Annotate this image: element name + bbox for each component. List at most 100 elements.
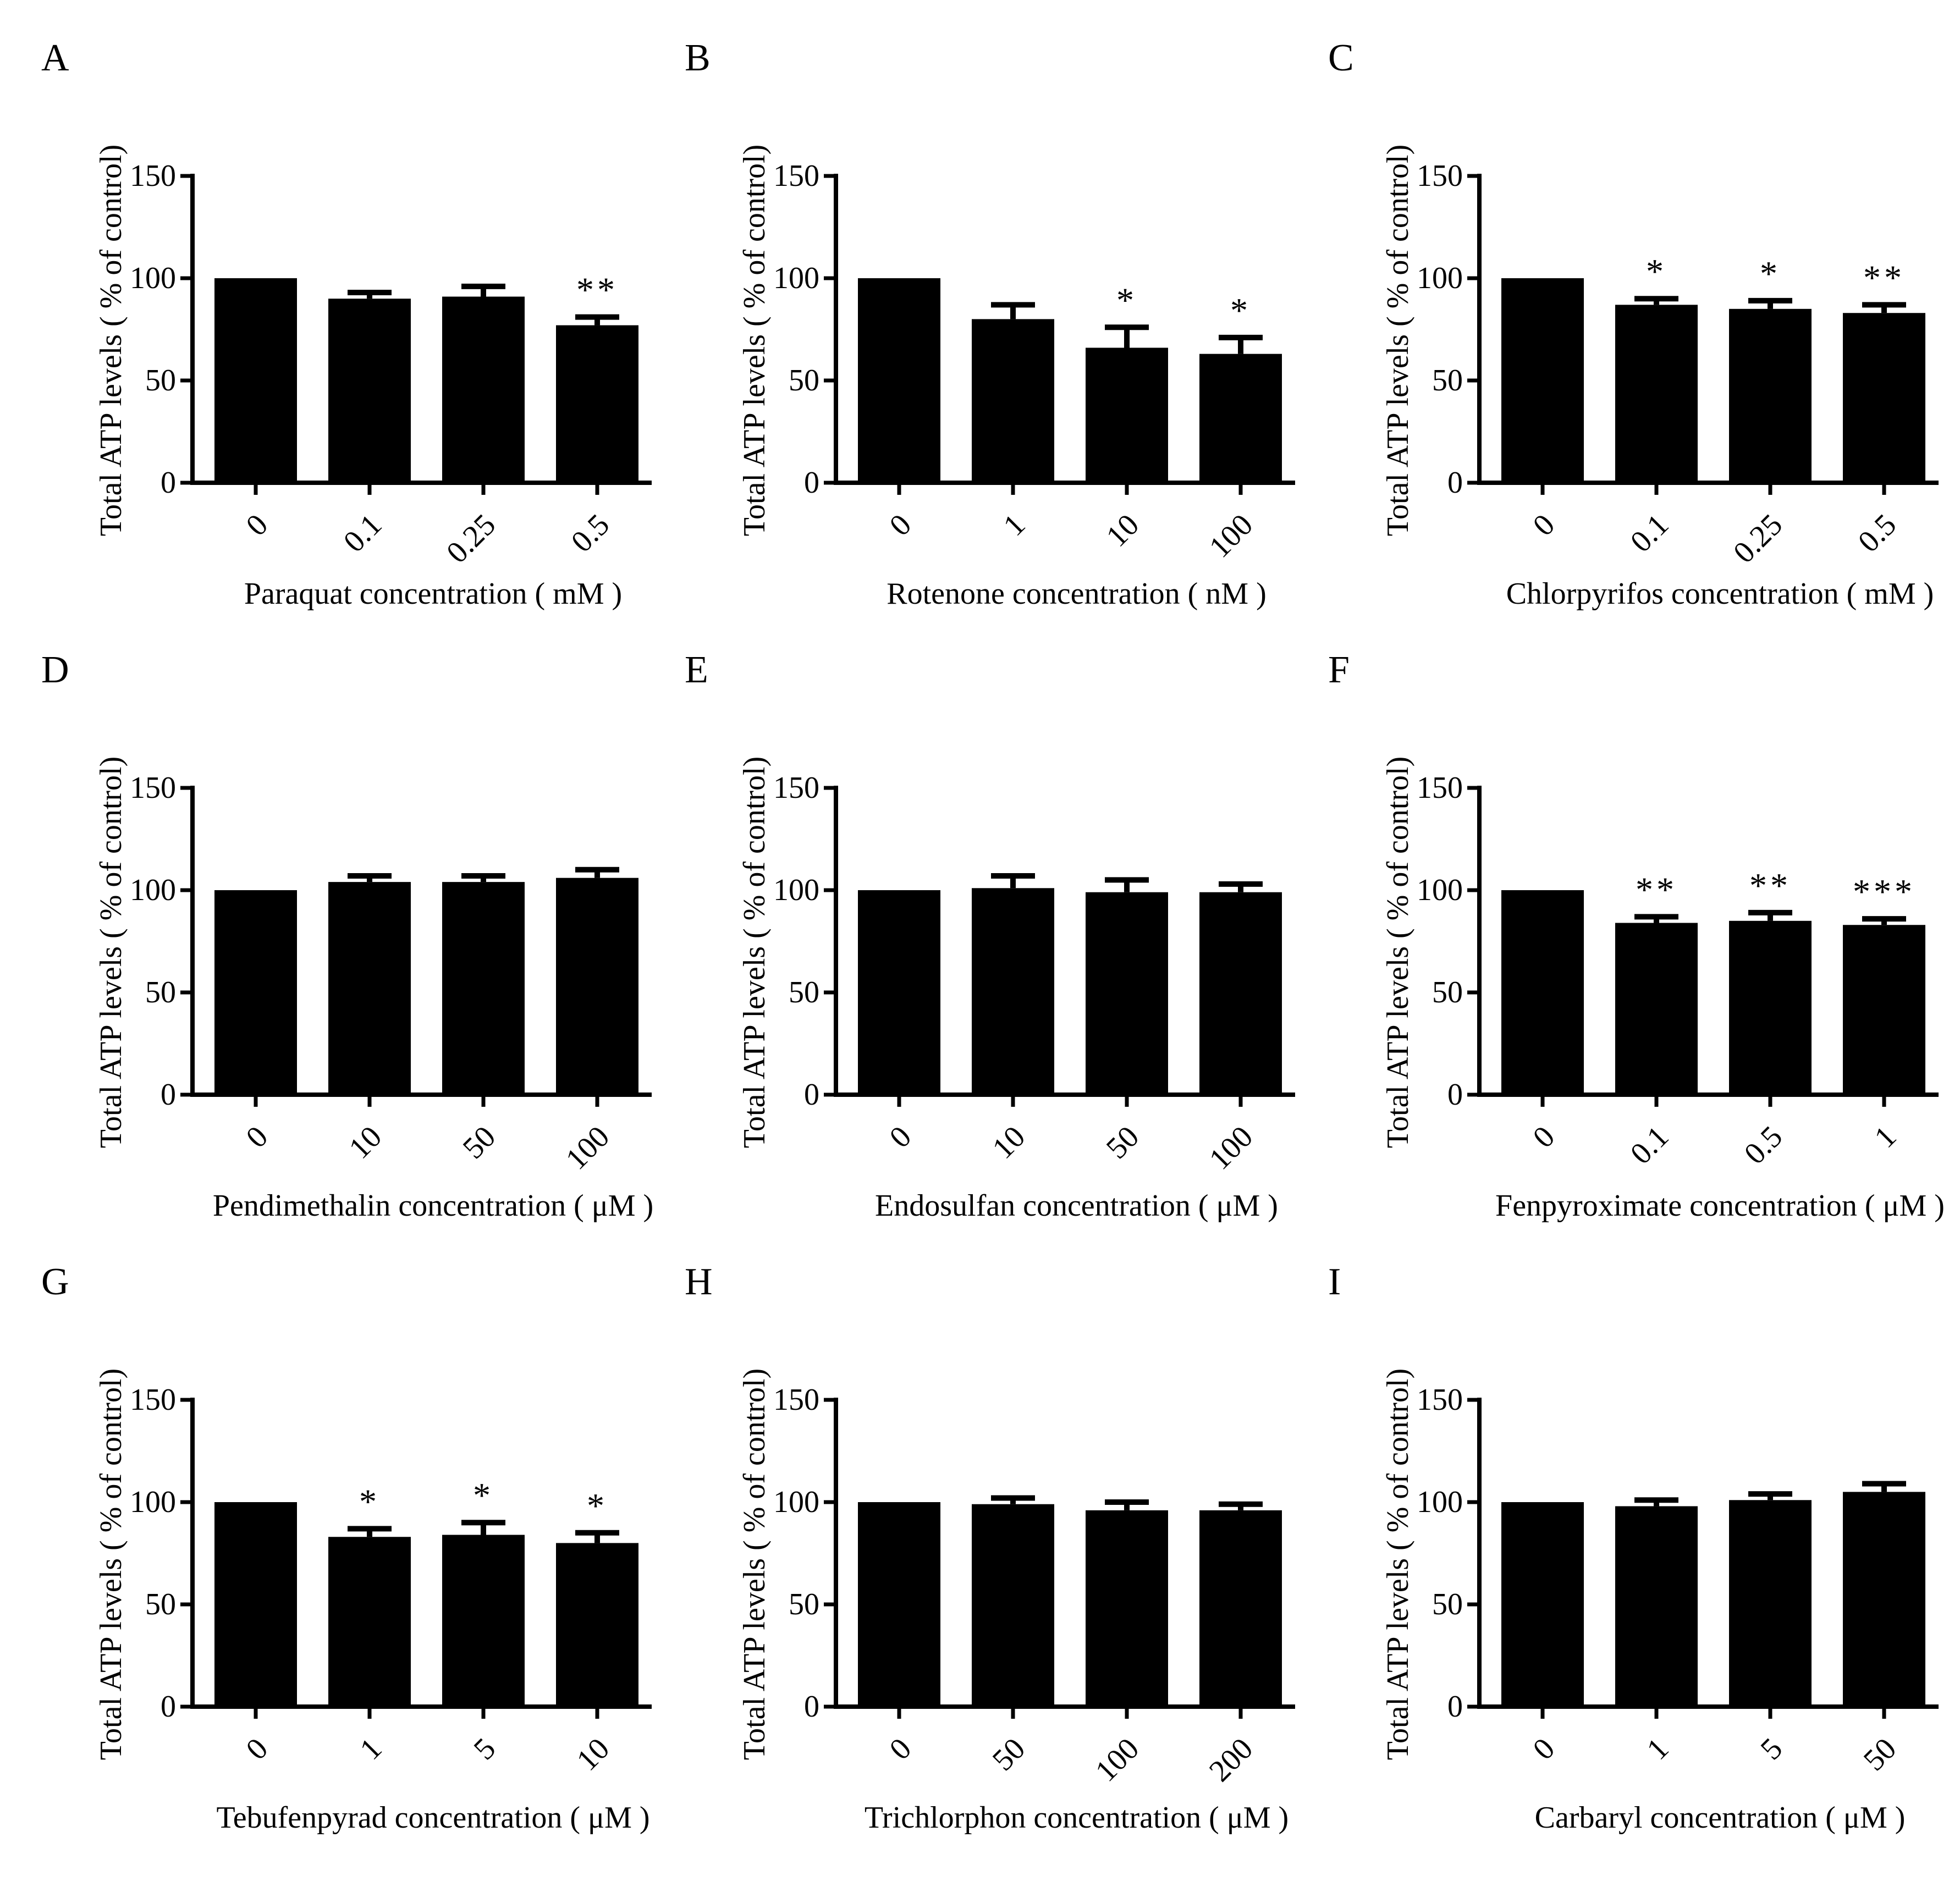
y-tick-label: 0: [804, 466, 819, 500]
bar: [1729, 920, 1812, 1095]
y-tick-label: 150: [1417, 771, 1463, 805]
significance-mark: *: [587, 1486, 608, 1525]
bar: [442, 882, 525, 1095]
bar: [972, 1504, 1054, 1707]
significance-mark: *: [1230, 291, 1251, 330]
x-tick-label: 0.1: [1624, 1119, 1675, 1171]
bar: [1729, 308, 1812, 483]
x-tick-label: 0: [1527, 1119, 1562, 1155]
y-tick-label: 0: [161, 1078, 176, 1112]
x-axis-label: Chlorpyrifos concentration ( mM ): [1506, 577, 1934, 611]
x-tick-label: 1: [354, 1731, 389, 1767]
y-tick-label: 100: [130, 873, 176, 907]
x-tick-label: 1: [1640, 1731, 1676, 1767]
bar: [858, 278, 940, 483]
significance-mark: **: [1863, 258, 1905, 297]
y-tick-label: 50: [1432, 1587, 1463, 1621]
y-axis-label: Total ATP levels ( % of control): [94, 757, 128, 1149]
y-tick-label: 50: [1432, 363, 1463, 398]
bar: [972, 888, 1054, 1095]
y-tick-label: 0: [804, 1690, 819, 1724]
panel-label: E: [685, 649, 708, 691]
x-tick-label: 0.1: [337, 507, 388, 559]
panel-label: A: [41, 37, 69, 79]
x-axis-label: Endosulfan concentration ( μM ): [875, 1189, 1278, 1223]
significance-mark: *: [473, 1476, 494, 1515]
bar: [328, 1537, 411, 1707]
x-tick-label: 0: [240, 1731, 275, 1767]
bar: [1086, 1510, 1168, 1707]
bar: [1199, 1510, 1282, 1707]
y-tick-label: 100: [130, 1485, 176, 1519]
y-axis-label: Total ATP levels ( % of control): [737, 1369, 772, 1761]
significance-mark: **: [1636, 870, 1677, 909]
bar: [556, 878, 638, 1095]
y-tick-label: 100: [130, 261, 176, 295]
x-tick-label: 50: [456, 1119, 502, 1165]
x-tick-label: 0.1: [1624, 507, 1675, 559]
x-tick-label: 1: [1868, 1119, 1903, 1155]
bar: [1086, 347, 1168, 483]
x-tick-label: 0.25: [1727, 507, 1789, 570]
significance-mark: *: [359, 1482, 380, 1521]
bar: [1199, 892, 1282, 1095]
x-tick-label: 0: [1527, 507, 1562, 543]
x-tick-label: 10: [986, 1119, 1032, 1165]
x-tick-label: 50: [1100, 1119, 1146, 1165]
y-tick-label: 100: [773, 873, 819, 907]
y-tick-label: 150: [773, 771, 819, 805]
y-tick-label: 100: [1417, 873, 1463, 907]
y-tick-label: 0: [161, 1690, 176, 1724]
y-axis-label: Total ATP levels ( % of control): [1381, 757, 1415, 1149]
x-axis-label: Pendimethalin concentration ( μM ): [213, 1189, 653, 1223]
bar: [1729, 1500, 1812, 1707]
bar: [858, 890, 940, 1095]
bar: [328, 299, 411, 483]
y-tick-label: 50: [1432, 975, 1463, 1009]
x-tick-label: 0: [883, 1119, 918, 1155]
chart-panel-f: F Total ATP levels ( % of control) 0 50 100 1…: [1328, 649, 1945, 1223]
bar: [214, 278, 297, 483]
x-axis-label: Rotenone concentration ( nM ): [887, 577, 1266, 611]
x-tick-label: 0: [883, 507, 918, 543]
y-axis-label: Total ATP levels ( % of control): [1381, 145, 1415, 537]
y-tick-label: 150: [130, 771, 176, 805]
bar: [1086, 892, 1168, 1095]
bar: [1501, 1502, 1584, 1707]
y-tick-label: 50: [145, 1587, 176, 1621]
y-tick-label: 0: [804, 1078, 819, 1112]
significance-mark: ***: [1853, 872, 1915, 911]
bar: [214, 1502, 297, 1707]
x-tick-label: 10: [570, 1731, 616, 1777]
y-tick-label: 150: [1417, 159, 1463, 193]
y-axis-label: Total ATP levels ( % of control): [94, 145, 128, 537]
x-axis-label: Paraquat concentration ( mM ): [244, 577, 622, 611]
significance-mark: **: [1749, 866, 1791, 905]
y-axis-label: Total ATP levels ( % of control): [737, 145, 772, 537]
bar: [556, 1543, 638, 1707]
y-axis-label: Total ATP levels ( % of control): [737, 757, 772, 1149]
x-tick-label: 5: [1754, 1731, 1790, 1767]
x-tick-label: 50: [1857, 1731, 1903, 1777]
x-axis-label: Tebufenpyrad concentration ( μM ): [216, 1801, 649, 1835]
x-axis-label: Fenpyroximate concentration ( μM ): [1495, 1189, 1945, 1223]
y-tick-label: 150: [130, 1383, 176, 1417]
x-axis-label: Carbaryl concentration ( μM ): [1535, 1801, 1906, 1835]
x-tick-label: 0: [1527, 1731, 1562, 1767]
y-tick-label: 50: [789, 975, 819, 1009]
y-tick-label: 100: [773, 261, 819, 295]
panel-label: D: [41, 649, 69, 691]
y-tick-label: 150: [1417, 1383, 1463, 1417]
bar: [1843, 925, 1925, 1095]
x-tick-label: 1: [997, 507, 1032, 543]
x-tick-label: 0: [240, 1119, 275, 1155]
x-tick-label: 10: [343, 1119, 388, 1165]
chart-panel-a: A Total ATP levels ( % of control) 0 50 100 1…: [41, 37, 652, 611]
bar: [1843, 313, 1925, 483]
significance-mark: *: [1116, 280, 1137, 319]
chart-panel-c: C Total ATP levels ( % of control) 0 50 100 1…: [1328, 37, 1939, 611]
